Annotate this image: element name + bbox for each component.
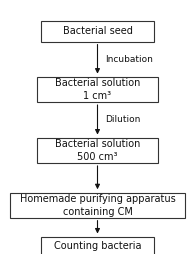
Text: Counting bacteria: Counting bacteria [54,241,141,251]
Text: Incubation: Incubation [105,55,153,64]
FancyBboxPatch shape [11,193,184,218]
FancyBboxPatch shape [41,21,154,42]
FancyBboxPatch shape [37,77,158,102]
Text: Homemade purifying apparatus
containing CM: Homemade purifying apparatus containing … [20,194,175,217]
FancyBboxPatch shape [41,237,154,256]
FancyBboxPatch shape [37,138,158,163]
Text: Dilution: Dilution [105,115,140,124]
Text: Bacterial seed: Bacterial seed [63,26,132,36]
Text: Bacterial solution
1 cm³: Bacterial solution 1 cm³ [55,78,140,101]
Text: Bacterial solution
500 cm³: Bacterial solution 500 cm³ [55,139,140,162]
